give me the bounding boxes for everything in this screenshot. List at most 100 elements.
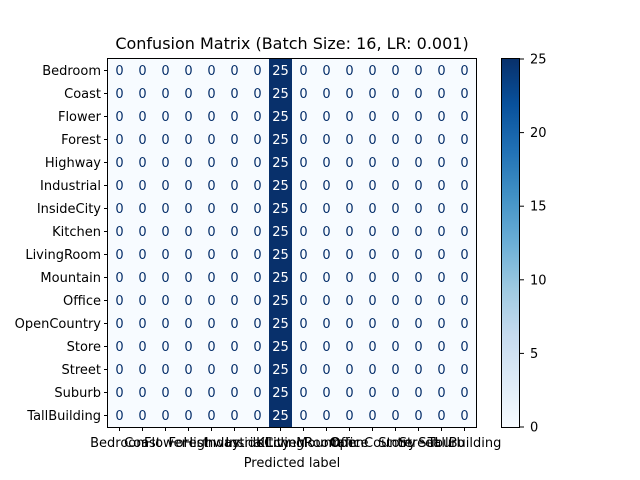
cell-value-label: 0 bbox=[230, 110, 238, 125]
heatmap-cell bbox=[384, 312, 408, 336]
heatmap-cell bbox=[338, 220, 362, 244]
heatmap-cell bbox=[131, 105, 155, 129]
heatmap-cell bbox=[315, 358, 339, 382]
heatmap-cell bbox=[361, 243, 385, 267]
cell-value-label: 0 bbox=[414, 64, 422, 79]
heatmap-cell bbox=[269, 381, 293, 405]
heatmap-cell bbox=[108, 174, 132, 198]
heatmap-cell bbox=[384, 174, 408, 198]
cell-value-label: 0 bbox=[184, 317, 192, 332]
heatmap-cell bbox=[269, 105, 293, 129]
heatmap-cell bbox=[453, 59, 477, 83]
heatmap-cell bbox=[269, 197, 293, 221]
cell-value-label: 0 bbox=[230, 317, 238, 332]
cell-value-label: 0 bbox=[460, 225, 468, 240]
cell-value-label: 0 bbox=[207, 386, 215, 401]
heatmap-cell bbox=[430, 82, 454, 106]
heatmap-cell bbox=[200, 358, 224, 382]
heatmap-cell bbox=[361, 358, 385, 382]
cell-value-label: 0 bbox=[207, 133, 215, 148]
cell-value-label: 0 bbox=[299, 133, 307, 148]
cell-value-label: 0 bbox=[230, 225, 238, 240]
heatmap-cell bbox=[154, 312, 178, 336]
cell-value-label: 0 bbox=[299, 110, 307, 125]
cell-value-label: 0 bbox=[391, 179, 399, 194]
cell-value-label: 0 bbox=[437, 225, 445, 240]
cell-value-label: 0 bbox=[322, 225, 330, 240]
y-tick-label: Office bbox=[63, 294, 101, 309]
heatmap-cell bbox=[338, 335, 362, 359]
cell-value-label: 0 bbox=[253, 64, 261, 79]
heatmap-cell bbox=[200, 151, 224, 175]
heatmap-cell bbox=[453, 266, 477, 290]
heatmap-cell bbox=[131, 220, 155, 244]
heatmap-cell bbox=[200, 289, 224, 313]
heatmap-cell bbox=[453, 128, 477, 152]
heatmap-cell bbox=[177, 312, 201, 336]
cell-value-label: 0 bbox=[460, 156, 468, 171]
heatmap-cell bbox=[361, 381, 385, 405]
cell-value-label: 0 bbox=[368, 87, 376, 102]
cell-value-label: 0 bbox=[460, 317, 468, 332]
cell-value-label: 0 bbox=[322, 202, 330, 217]
heatmap-cell bbox=[131, 174, 155, 198]
heatmap-cell bbox=[453, 220, 477, 244]
heatmap-cell bbox=[430, 151, 454, 175]
cell-value-label: 0 bbox=[437, 271, 445, 286]
heatmap-cell bbox=[361, 151, 385, 175]
heatmap-cell bbox=[315, 151, 339, 175]
heatmap-cell bbox=[177, 404, 201, 428]
cell-value-label: 0 bbox=[138, 294, 146, 309]
cell-value-label: 0 bbox=[184, 225, 192, 240]
cell-value-label: 0 bbox=[437, 409, 445, 424]
cell-value-label: 0 bbox=[253, 317, 261, 332]
cell-value-label: 0 bbox=[460, 294, 468, 309]
cell-value-label: 0 bbox=[414, 363, 422, 378]
heatmap-cell bbox=[200, 381, 224, 405]
heatmap-cell bbox=[430, 197, 454, 221]
y-tick-label: Store bbox=[67, 340, 101, 355]
cell-value-label: 0 bbox=[253, 386, 261, 401]
cell-value-label: 0 bbox=[299, 87, 307, 102]
heatmap-cell bbox=[269, 151, 293, 175]
x-tick-label: Forest bbox=[169, 436, 209, 451]
heatmap-cell bbox=[246, 197, 270, 221]
cell-value-label: 0 bbox=[253, 409, 261, 424]
cell-value-label: 0 bbox=[161, 340, 169, 355]
cell-value-label: 0 bbox=[368, 340, 376, 355]
heatmap-cell bbox=[269, 289, 293, 313]
heatmap-cell bbox=[177, 197, 201, 221]
cell-value-label: 0 bbox=[414, 225, 422, 240]
cell-value-label: 0 bbox=[345, 386, 353, 401]
heatmap-cell bbox=[361, 266, 385, 290]
heatmap-cell bbox=[361, 128, 385, 152]
cell-value-label: 0 bbox=[115, 248, 123, 263]
heatmap-cell bbox=[108, 289, 132, 313]
cell-value-label: 0 bbox=[460, 340, 468, 355]
heatmap-cell bbox=[430, 174, 454, 198]
cell-value-label: 0 bbox=[414, 133, 422, 148]
cell-value-label: 0 bbox=[345, 294, 353, 309]
cell-value-label: 0 bbox=[161, 87, 169, 102]
heatmap-cell bbox=[384, 335, 408, 359]
colorbar-tick-label: 5 bbox=[530, 347, 538, 362]
heatmap-cell bbox=[108, 151, 132, 175]
heatmap-cell bbox=[177, 335, 201, 359]
heatmap-cell bbox=[430, 312, 454, 336]
heatmap-cell bbox=[108, 381, 132, 405]
cell-value-label: 0 bbox=[460, 363, 468, 378]
heatmap-cell bbox=[430, 335, 454, 359]
cell-value-label: 0 bbox=[138, 409, 146, 424]
cell-value-label: 0 bbox=[414, 271, 422, 286]
heatmap-cell bbox=[108, 197, 132, 221]
cell-value-label: 0 bbox=[115, 386, 123, 401]
heatmap-cell bbox=[361, 105, 385, 129]
cell-value-label: 0 bbox=[437, 202, 445, 217]
heatmap-cell bbox=[108, 220, 132, 244]
heatmap-cell bbox=[223, 266, 247, 290]
cell-value-label: 0 bbox=[345, 110, 353, 125]
y-tick-label: Industrial bbox=[40, 179, 101, 194]
heatmap-cell bbox=[384, 197, 408, 221]
heatmap-cell bbox=[315, 174, 339, 198]
heatmap-cell bbox=[315, 243, 339, 267]
